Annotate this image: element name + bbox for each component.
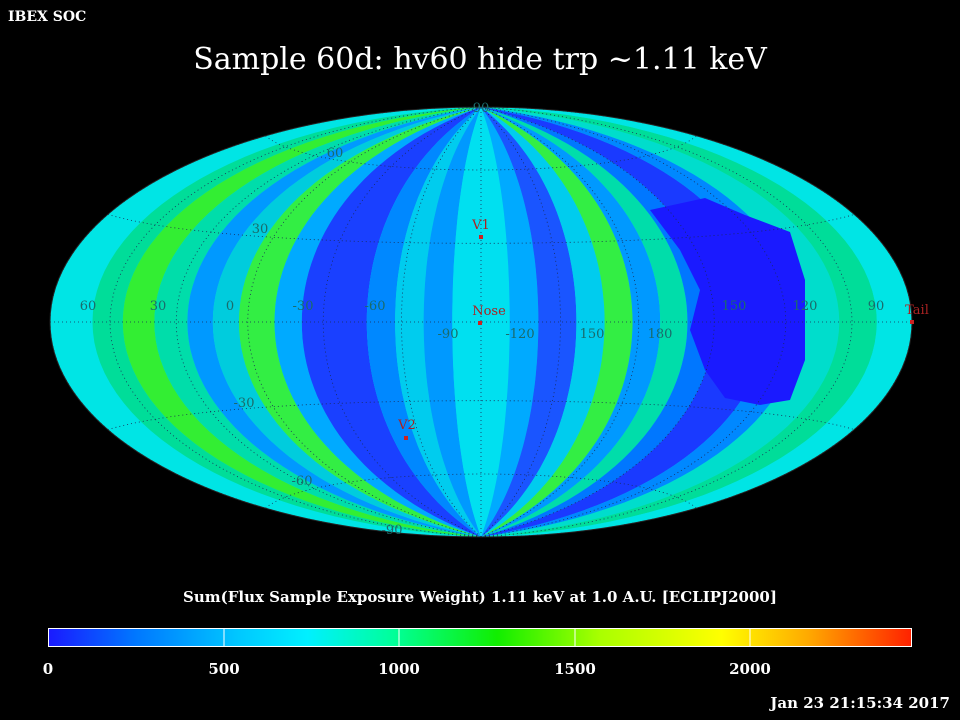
longitude-label: 0 (226, 299, 234, 314)
parallel-line (107, 400, 855, 430)
flux-band-16 (481, 107, 633, 537)
colorbar-tick-2000: 2000 (729, 660, 771, 678)
flux-band-15 (481, 107, 605, 537)
app-corner-label: IBEX SOC (8, 9, 87, 25)
latitude-label: 90 (473, 101, 490, 116)
flux-band-14 (481, 107, 577, 537)
colorbar (48, 628, 912, 647)
longitude-label: 30 (150, 299, 167, 314)
latitude-label: -60 (292, 474, 313, 489)
marker-tail-dot (910, 320, 914, 324)
longitude-label: -90 (438, 327, 459, 342)
map-title: Sample 60d: hv60 hide trp ~1.11 keV (193, 42, 767, 77)
flux-band-22 (481, 107, 840, 537)
flux-band-9 (366, 107, 481, 537)
flux-band-7 (274, 107, 481, 537)
longitude-label: 150 (722, 299, 747, 314)
latitude-label: 60 (327, 146, 344, 161)
longitude-label: -30 (293, 299, 314, 314)
meridian-line (322, 107, 482, 537)
longitude-labels: 60 30 0 -30 -60 -90 -120 150 180 150 120 90 (80, 299, 885, 342)
flux-band-8 (301, 107, 481, 537)
colorbar-tick-1500: 1500 (554, 660, 596, 678)
parallel-line (265, 135, 697, 171)
colorbar-tick-1000: 1000 (378, 660, 420, 678)
marker-nose-dot (478, 321, 482, 325)
longitude-label: 180 (648, 327, 673, 342)
flux-band-17 (481, 107, 661, 537)
graticule (50, 107, 912, 537)
marker-v2-label: V2 (397, 418, 416, 433)
marker-v2-dot (404, 436, 408, 440)
colorbar-tick-500: 500 (208, 660, 240, 678)
longitude-label: 90 (868, 299, 885, 314)
flux-band-5 (212, 107, 482, 537)
longitude-label: 120 (793, 299, 818, 314)
flux-band-18 (481, 107, 688, 537)
latitude-label: -30 (234, 396, 255, 411)
longitude-label: -60 (365, 299, 386, 314)
colorbar-tick-0: 0 (42, 660, 54, 678)
low-flux-region (650, 198, 805, 405)
latitude-label: 30 (252, 222, 269, 237)
flux-band-10 (395, 107, 481, 537)
meridian-line (480, 107, 853, 537)
marker-nose-label: Nose (472, 304, 506, 319)
parallel-line (265, 473, 697, 509)
longitude-label: 150 (580, 327, 605, 342)
longitude-label: 60 (80, 299, 97, 314)
colorbar-caption: Sum(Flux Sample Exposure Weight) 1.11 ke… (183, 588, 777, 606)
latitude-label: -90 (382, 523, 403, 538)
marker-tail-label: Tail (905, 303, 929, 318)
meridian-line (109, 107, 482, 537)
longitude-label: -120 (505, 327, 534, 342)
flux-band-3 (154, 107, 481, 537)
low-flux-patch (650, 198, 805, 405)
markers: V1 Nose V2 Tail (397, 218, 929, 440)
latitude-labels: 90 60 30 -30 -60 -90 (234, 101, 490, 538)
parallel-line (107, 214, 855, 244)
meridian-line (480, 107, 640, 537)
flux-band-6 (238, 107, 481, 537)
timestamp: Jan 23 21:15:34 2017 (770, 694, 950, 712)
marker-v1-dot (479, 235, 483, 239)
flux-band-13 (481, 107, 539, 537)
meridian-line (247, 107, 482, 537)
marker-v1-label: V1 (471, 218, 490, 233)
